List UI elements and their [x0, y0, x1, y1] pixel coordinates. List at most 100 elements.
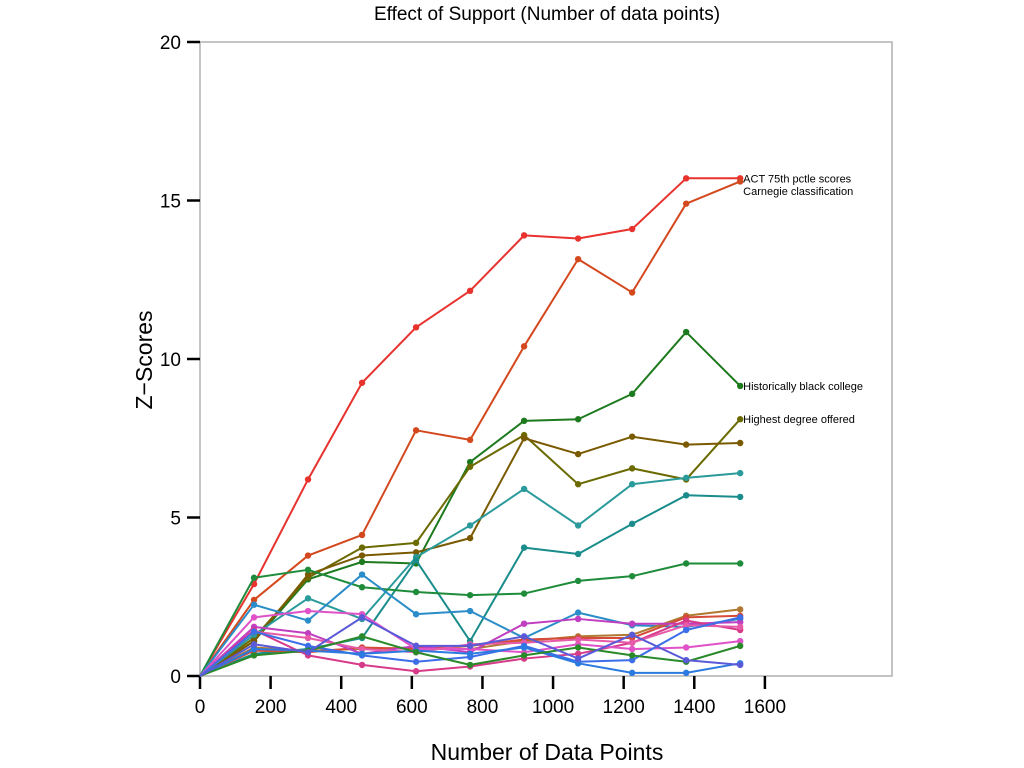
x-tick-label: 0 — [195, 697, 206, 718]
data-point — [628, 225, 636, 233]
data-point — [736, 439, 744, 447]
data-point — [520, 485, 528, 493]
data-point — [628, 390, 636, 398]
data-point — [358, 645, 366, 653]
data-point — [250, 596, 258, 604]
data-point — [412, 588, 420, 596]
data-point — [628, 652, 636, 659]
data-point — [736, 416, 744, 423]
data-point — [628, 639, 636, 646]
data-point — [520, 620, 528, 627]
data-point — [628, 572, 636, 580]
data-point — [250, 628, 258, 635]
annotation-label: Highest degree offered — [743, 414, 855, 426]
data-point — [736, 623, 744, 631]
data-point — [358, 544, 366, 551]
series-layer — [199, 175, 744, 677]
data-point — [628, 656, 636, 664]
x-tick-label: 1400 — [673, 697, 715, 718]
data-point — [628, 433, 636, 440]
data-point — [412, 610, 420, 618]
data-point — [628, 669, 636, 677]
data-point — [574, 650, 582, 658]
y-tick-label: 20 — [160, 33, 181, 54]
data-point — [304, 571, 312, 578]
data-point — [574, 235, 582, 242]
chart-title: Effect of Support (Number of data points… — [374, 4, 720, 25]
data-point — [574, 644, 582, 651]
x-tick-label: 600 — [396, 697, 428, 718]
data-point — [682, 644, 690, 651]
data-point — [466, 591, 474, 599]
data-point — [574, 636, 582, 643]
y-tick-label: 5 — [170, 509, 181, 530]
data-point — [628, 520, 636, 528]
data-point — [736, 642, 744, 650]
data-point — [682, 474, 690, 482]
data-point — [682, 200, 690, 207]
data-point — [358, 584, 366, 591]
data-point — [304, 552, 312, 559]
data-point — [304, 595, 312, 602]
data-point — [358, 661, 366, 669]
data-point — [304, 617, 312, 624]
data-point — [574, 609, 582, 616]
x-tick-label: 800 — [467, 697, 499, 718]
data-point — [574, 615, 582, 623]
data-point — [520, 343, 528, 350]
data-point — [358, 650, 366, 658]
data-point — [520, 644, 528, 651]
data-point — [736, 382, 744, 390]
data-point — [628, 289, 636, 296]
data-point — [358, 379, 366, 386]
data-point — [682, 617, 690, 624]
data-point — [520, 633, 528, 640]
series-1 — [199, 178, 744, 677]
x-tick-label: 1600 — [744, 697, 786, 718]
data-point — [574, 660, 582, 667]
series-line — [199, 180, 741, 677]
data-point — [250, 601, 258, 608]
data-point — [466, 522, 474, 529]
data-point — [250, 652, 258, 659]
data-point — [736, 493, 744, 501]
data-point — [574, 522, 582, 529]
data-point — [574, 577, 582, 585]
data-point — [520, 544, 528, 551]
y-tick-label: 0 — [170, 667, 181, 688]
data-point — [628, 620, 636, 627]
data-point — [466, 534, 474, 542]
data-point — [358, 633, 366, 640]
data-point — [412, 324, 420, 331]
data-point — [412, 658, 420, 665]
series-0 — [199, 175, 744, 677]
data-point — [250, 614, 258, 621]
data-point — [682, 656, 690, 664]
data-point — [466, 650, 474, 658]
data-point — [412, 549, 420, 556]
data-point — [682, 560, 690, 567]
y-tick-label: 15 — [160, 192, 181, 213]
data-point — [628, 631, 636, 638]
data-point — [304, 566, 312, 574]
x-tick-label: 1000 — [532, 697, 574, 718]
data-point — [682, 622, 690, 629]
data-point — [250, 641, 258, 648]
data-point — [682, 175, 690, 182]
data-point — [304, 630, 312, 637]
data-point — [574, 481, 582, 488]
data-point — [682, 328, 690, 336]
data-point — [466, 463, 474, 470]
data-point — [682, 669, 690, 677]
data-point — [628, 481, 636, 488]
data-point — [520, 590, 528, 597]
data-point — [358, 552, 366, 559]
data-point — [466, 436, 474, 444]
x-tick-label: 200 — [255, 697, 287, 718]
data-point — [628, 465, 636, 472]
annotation-label: Historically black college — [743, 381, 863, 393]
data-point — [574, 255, 582, 263]
x-axis-label: Number of Data Points — [431, 739, 664, 765]
